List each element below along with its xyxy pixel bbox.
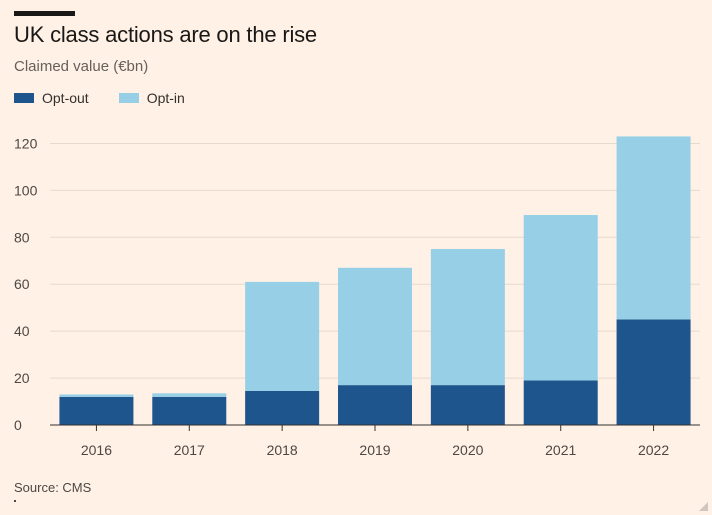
footer-dot (14, 500, 16, 502)
bar-opt-in-2020 (430, 249, 505, 386)
chart-subtitle: Claimed value (€bn) (14, 58, 149, 75)
x-tick-label: 2017 (174, 442, 205, 458)
bar-opt-out-2021 (523, 380, 598, 425)
x-tick-label: 2018 (267, 442, 298, 458)
source-note: Source: CMS (14, 480, 92, 495)
legend: Opt-out Opt-in (14, 90, 215, 106)
bar-opt-in-2019 (338, 267, 412, 386)
legend-swatch-opt-in (118, 93, 139, 103)
bar-opt-out-2022 (616, 319, 691, 425)
y-tick-label: 60 (14, 276, 30, 292)
x-tick-label: 2020 (452, 442, 483, 458)
brand-bar (14, 11, 75, 16)
bar-opt-out-2016 (59, 396, 134, 425)
bar-opt-out-2017 (152, 396, 227, 425)
bar-opt-in-2016 (59, 394, 134, 397)
bar-opt-out-2019 (338, 385, 412, 425)
y-tick-label: 40 (14, 323, 30, 339)
y-tick-label: 20 (14, 370, 30, 386)
y-tick-label: 0 (14, 417, 22, 433)
y-tick-label: 80 (14, 229, 30, 245)
y-tick-label: 120 (14, 135, 38, 151)
chart-title: UK class actions are on the rise (14, 22, 317, 47)
legend-label-opt-in: Opt-in (146, 90, 185, 106)
legend-item-opt-in: Opt-in (118, 90, 185, 106)
y-tick-label: 100 (14, 182, 38, 198)
legend-swatch-opt-out (14, 93, 34, 103)
resize-handle-icon (699, 502, 708, 511)
x-tick-label: 2019 (359, 442, 390, 458)
bar-opt-out-2018 (245, 390, 320, 425)
bar-opt-in-2022 (616, 136, 691, 320)
legend-item-opt-out: Opt-out (14, 90, 89, 106)
bar-opt-in-2018 (245, 281, 320, 391)
bar-opt-in-2021 (523, 215, 598, 381)
x-tick-label: 2022 (638, 442, 669, 458)
x-tick-label: 2021 (545, 442, 576, 458)
bar-opt-in-2017 (152, 393, 227, 397)
bar-opt-out-2020 (430, 385, 505, 425)
legend-label-opt-out: Opt-out (42, 90, 89, 106)
x-tick-label: 2016 (81, 442, 112, 458)
